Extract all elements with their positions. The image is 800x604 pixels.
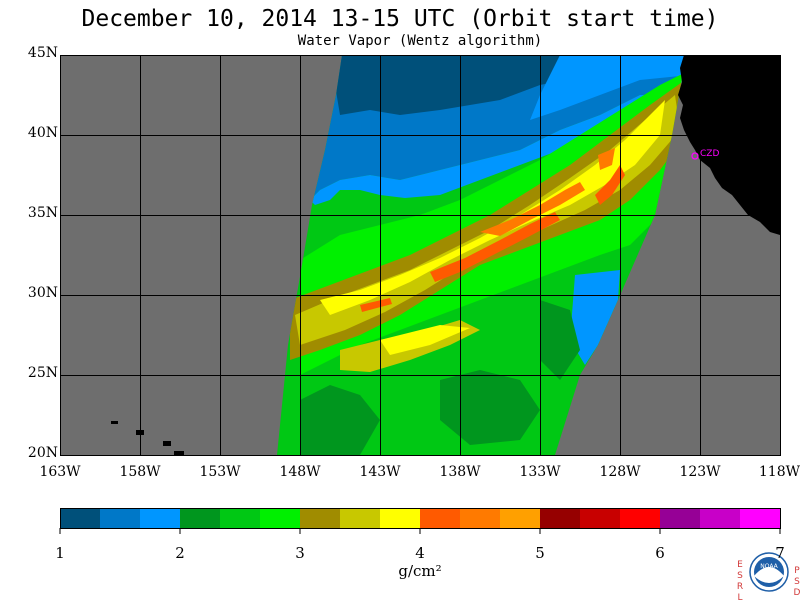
colorbar-units-label: g/cm² (398, 562, 442, 580)
latitude-label: 25N (27, 365, 58, 381)
lat-lon-grid (60, 55, 780, 455)
colorbar-tick-label: 7 (775, 544, 785, 562)
latitude-label: 45N (27, 45, 58, 61)
longitude-label: 138W (439, 464, 481, 480)
colorbar-swatch (700, 508, 740, 528)
logo-letter: S (794, 577, 800, 587)
longitude-label: 118W (758, 464, 800, 480)
colorbar-swatch (740, 508, 780, 528)
colorbar-swatch (340, 508, 380, 528)
logo-emblem-text: NOAA (760, 563, 778, 570)
colorbar-swatch (260, 508, 300, 528)
colorbar-swatch (300, 508, 340, 528)
longitude-label: 143W (359, 464, 401, 480)
colorbar-swatch (540, 508, 580, 528)
colorbar-swatch (580, 508, 620, 528)
logo-letter: D (793, 588, 800, 598)
latitude-label: 40N (27, 125, 58, 141)
longitude-label: 123W (679, 464, 721, 480)
colorbar-tick-label: 3 (295, 544, 305, 562)
colorbar-swatch (420, 508, 460, 528)
longitude-label: 133W (519, 464, 561, 480)
colorbar-swatch (60, 508, 100, 528)
latitude-label: 20N (27, 445, 58, 461)
longitude-label: 163W (39, 464, 81, 480)
colorbar-swatch (660, 508, 700, 528)
noaa-logo: NOAA (749, 552, 789, 592)
page-title: December 10, 2014 13-15 UTC (Orbit start… (81, 6, 719, 32)
colorbar-swatch (380, 508, 420, 528)
logo-letter: S (737, 571, 743, 581)
colorbar-swatch (500, 508, 540, 528)
colorbar-swatch (140, 508, 180, 528)
colorbar-swatch (220, 508, 260, 528)
logo-letter: P (794, 566, 800, 576)
colorbar-tick-label: 2 (175, 544, 185, 562)
logo-letter: E (737, 560, 743, 570)
colorbar-swatch (180, 508, 220, 528)
map-frame (60, 55, 781, 456)
station-marker: CZD (691, 149, 719, 160)
longitude-label: 158W (119, 464, 161, 480)
station-label: CZD (700, 149, 719, 159)
colorbar-swatch (620, 508, 660, 528)
water-vapor-swath (277, 55, 686, 455)
colorbar-swatch (100, 508, 140, 528)
latitude-label: 35N (27, 205, 58, 221)
california-coast-land (678, 55, 780, 235)
logo-letter: R (736, 582, 744, 592)
longitude-label: 128W (599, 464, 641, 480)
colorbar-tick-label: 6 (655, 544, 665, 562)
logo-letter: L (737, 593, 743, 603)
longitude-label: 153W (199, 464, 241, 480)
colorbar-tick-label: 1 (55, 544, 65, 562)
colorbar (59, 508, 781, 534)
colorbar-swatch (460, 508, 500, 528)
longitude-label: 148W (279, 464, 321, 480)
colorbar-tick-label: 5 (535, 544, 545, 562)
latitude-label: 30N (27, 285, 58, 301)
colorbar-tick-label: 4 (415, 544, 425, 562)
page-subtitle: Water Vapor (Wentz algorithm) (297, 33, 543, 49)
